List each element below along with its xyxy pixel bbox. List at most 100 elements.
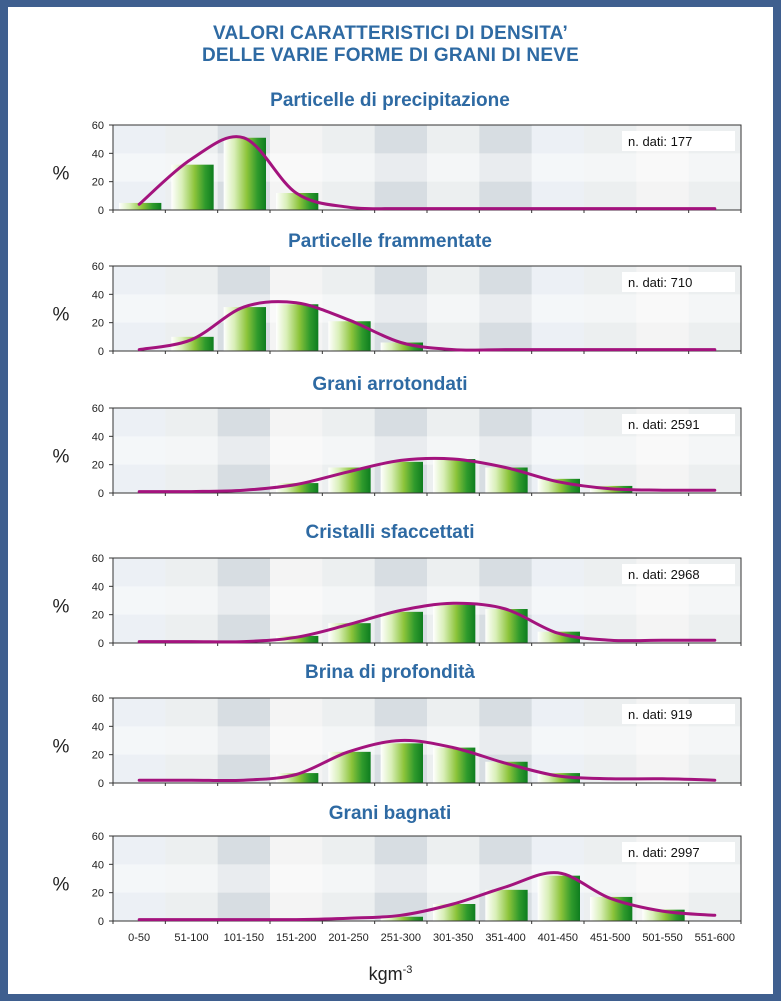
y-tick-label: 20 [92, 318, 104, 330]
fit-curve [137, 871, 717, 922]
background-band [374, 836, 428, 921]
x-unit-base: kgm [368, 964, 403, 984]
y-axis-label: % [53, 597, 70, 618]
y-tick-label: 60 [92, 553, 104, 565]
background-band [531, 266, 585, 351]
bar [433, 904, 476, 921]
annotation-box [622, 272, 735, 292]
y-tick-label: 60 [92, 693, 104, 705]
bar [433, 747, 476, 783]
y-axis-label: % [53, 305, 70, 326]
x-tick-label: 101-150 [224, 932, 264, 944]
background-row [113, 726, 741, 755]
y-axis-label: % [53, 875, 70, 896]
background-row [113, 864, 741, 893]
y-tick-label: 60 [92, 831, 104, 843]
y-tick-label: 0 [98, 778, 104, 790]
bar [380, 916, 423, 921]
bar [276, 304, 319, 351]
y-axis-label: % [53, 164, 70, 185]
y-tick-label: 0 [98, 346, 104, 358]
y-tick-label: 40 [92, 721, 104, 733]
bar [537, 631, 580, 643]
chart-title: Grani arrotondati [312, 374, 467, 395]
background-band [217, 698, 271, 783]
x-tick-label: 201-250 [328, 932, 368, 944]
annotation-box [622, 564, 735, 584]
y-tick-label: 20 [92, 750, 104, 762]
bar [276, 193, 319, 210]
chart-title: Grani bagnati [329, 803, 451, 824]
x-tick-label: 401-450 [538, 932, 578, 944]
background-band [165, 408, 219, 493]
annotation-text: n. dati: 2968 [628, 567, 700, 582]
background-band [113, 266, 166, 351]
background-band [479, 266, 533, 351]
background-band [165, 836, 219, 921]
chart-title: Particelle di precipitazione [270, 90, 510, 111]
bar [433, 604, 476, 643]
x-tick-label: 251-300 [381, 932, 421, 944]
chart-5: Brina di profondità 0 20 40 60% n. dati: 919 [53, 662, 742, 790]
background-band [531, 558, 585, 643]
bar [171, 164, 214, 210]
chart-title: Brina di profondità [305, 662, 475, 683]
background-band [427, 266, 480, 351]
x-tick-label: 451-500 [590, 932, 630, 944]
bar [119, 202, 162, 210]
background-row [113, 436, 741, 465]
bar [537, 773, 580, 783]
y-tick-label: 60 [92, 261, 104, 273]
charts-svg: Particelle di precipitazione 0 20 40 60% n. d… [53, 90, 742, 944]
y-tick-label: 40 [92, 148, 104, 160]
annotation-text: n. dati: 177 [628, 134, 692, 149]
fit-curve [137, 601, 717, 644]
annotation-box [622, 414, 735, 434]
background-band [427, 125, 480, 210]
background-row [113, 586, 741, 615]
x-tick-label: 351-400 [485, 932, 525, 944]
background-band [165, 698, 219, 783]
chart-title: Particelle frammentate [288, 231, 492, 252]
background-band [479, 125, 533, 210]
x-tick-label: 301-350 [433, 932, 473, 944]
background-band [217, 558, 271, 643]
chart-4: Cristalli sfaccettati 0 20 40 60% n. dati: 29… [53, 522, 742, 650]
background-band [113, 125, 166, 210]
bar [171, 336, 214, 351]
y-tick-label: 20 [92, 610, 104, 622]
bar [276, 483, 319, 493]
y-tick-label: 0 [98, 916, 104, 928]
figure-panel: VALORI CARATTERISTICI DI DENSITA’ DELLE … [8, 7, 773, 994]
background-band [531, 698, 585, 783]
annotation-box [622, 842, 735, 862]
fit-curve [137, 738, 717, 783]
background-band [217, 408, 271, 493]
bar [642, 909, 685, 921]
chart-6: Grani bagnati 0 20 40 60% n. dati: 2997 [53, 803, 742, 928]
y-tick-label: 40 [92, 289, 104, 301]
x-tick-label: 151-200 [276, 932, 316, 944]
bar [380, 342, 423, 351]
main-title-line-2: DELLE VARIE FORME DI GRANI DI NEVE [202, 45, 579, 66]
background-band [322, 836, 376, 921]
bar [590, 896, 633, 921]
y-tick-label: 40 [92, 431, 104, 443]
y-tick-label: 20 [92, 888, 104, 900]
background-band [374, 125, 428, 210]
chart-title: Cristalli sfaccettati [306, 522, 475, 543]
background-band [270, 836, 323, 921]
chart-3: Grani arrotondati 0 20 40 60% n. dati: 2591 [53, 374, 742, 500]
fit-curve [137, 135, 717, 211]
background-row [113, 153, 741, 182]
background-row [113, 615, 741, 643]
annotation-text: n. dati: 2997 [628, 845, 700, 860]
background-band [322, 125, 376, 210]
x-tick-label: 51-100 [174, 932, 208, 944]
background-band [113, 836, 166, 921]
chart-2: Particelle frammentate 0 20 40 60% n. dati: 7… [53, 231, 742, 358]
fit-curve [137, 300, 717, 352]
bar [433, 459, 476, 493]
y-tick-label: 60 [92, 403, 104, 415]
background-band [113, 408, 166, 493]
